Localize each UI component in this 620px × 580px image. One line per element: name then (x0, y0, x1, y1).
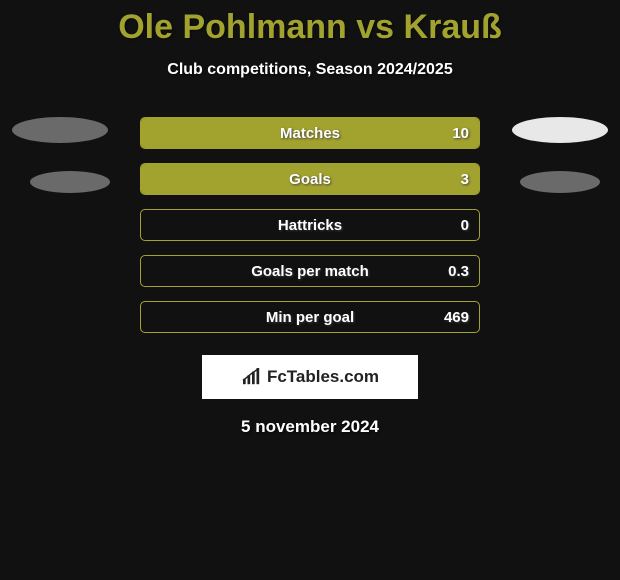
stat-bar: Goals per match 0.3 (140, 255, 480, 287)
comparison-region: Matches 10 Goals 3 Hattricks 0 Goals per… (0, 117, 620, 333)
stat-bar: Min per goal 469 (140, 301, 480, 333)
stat-bar-label: Matches (280, 125, 340, 142)
stat-bar-value: 0 (461, 217, 469, 234)
stat-bar-label: Min per goal (266, 309, 354, 326)
stat-bar-value: 10 (452, 125, 469, 142)
stat-bar-value: 469 (444, 309, 469, 326)
page-title: Ole Pohlmann vs Krauß (0, 0, 620, 47)
player2-avatar-placeholder (512, 117, 608, 143)
player1-secondary-placeholder (30, 171, 110, 193)
stat-bar-label: Hattricks (278, 217, 342, 234)
stat-bar-label: Goals (289, 171, 331, 188)
stat-bar: Goals 3 (140, 163, 480, 195)
stat-bars: Matches 10 Goals 3 Hattricks 0 Goals per… (140, 117, 480, 333)
stat-bar: Hattricks 0 (140, 209, 480, 241)
chart-bars-icon (241, 368, 263, 386)
player2-secondary-placeholder (520, 171, 600, 193)
date-label: 5 november 2024 (0, 417, 620, 437)
stat-bar: Matches 10 (140, 117, 480, 149)
logo-text: FcTables.com (267, 367, 379, 387)
stat-bar-value: 0.3 (448, 263, 469, 280)
logo-box[interactable]: FcTables.com (202, 355, 418, 399)
player1-avatar-placeholder (12, 117, 108, 143)
stat-bar-value: 3 (461, 171, 469, 188)
subtitle: Club competitions, Season 2024/2025 (0, 61, 620, 79)
stat-bar-label: Goals per match (251, 263, 369, 280)
